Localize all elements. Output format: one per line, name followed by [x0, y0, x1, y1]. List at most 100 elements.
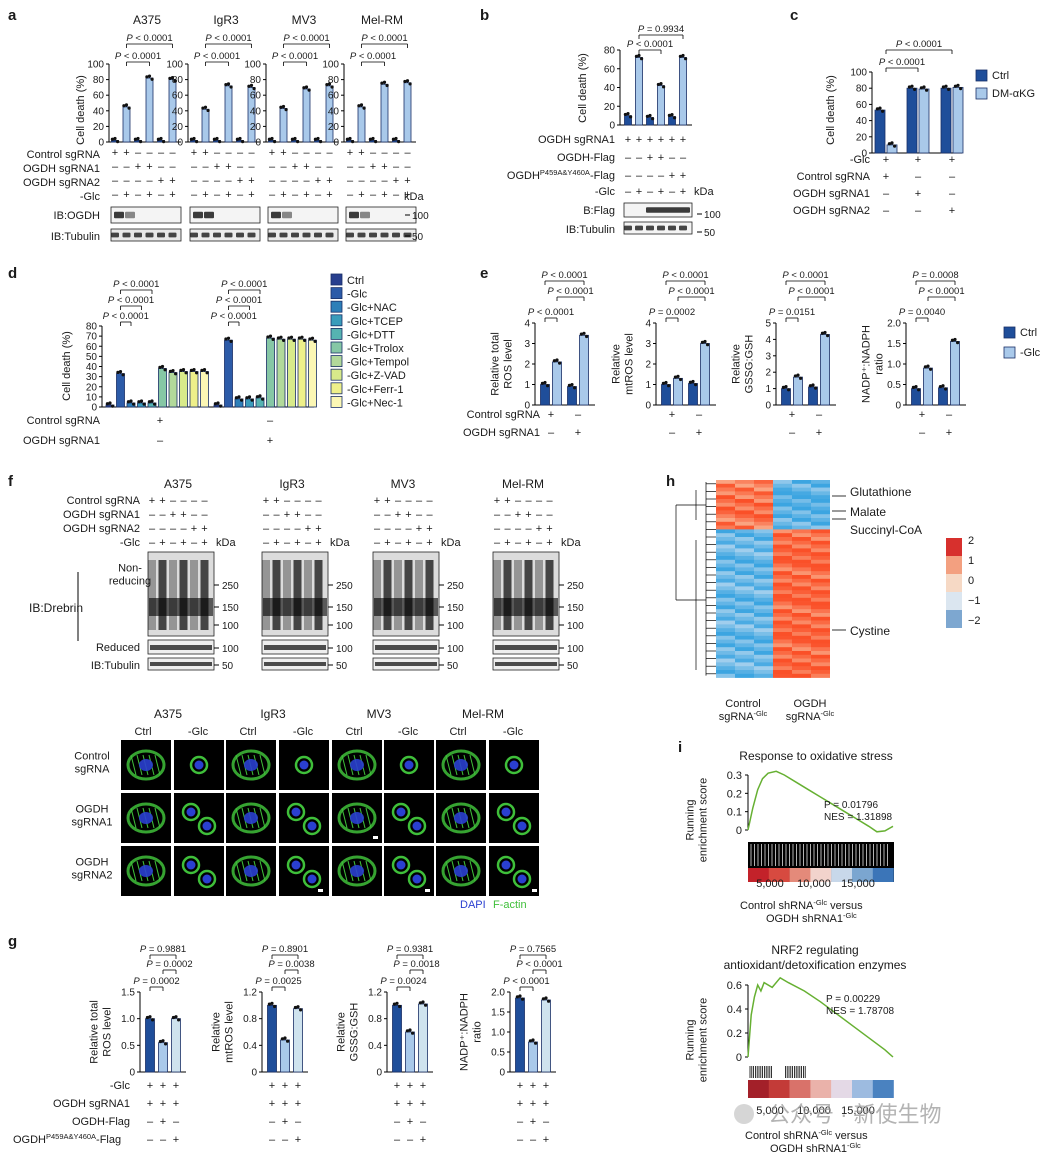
sign: –: [416, 537, 423, 549]
data-point: [938, 384, 943, 389]
actin-ring: [399, 755, 419, 775]
data-point: [421, 1000, 425, 1004]
band: [114, 211, 124, 219]
heatmap-cell: [735, 518, 754, 523]
sign: –: [149, 509, 156, 521]
data-point: [359, 103, 364, 107]
heatmap-cell: [773, 651, 792, 656]
heatmap-cell: [754, 518, 773, 523]
heatmap-cell: [754, 624, 773, 629]
data-point: [161, 1039, 165, 1043]
data-point: [629, 115, 633, 119]
condition-label: -Glc: [503, 726, 524, 738]
heatmap-cell: [811, 670, 830, 675]
tick-label: 100: [322, 60, 339, 71]
sign: –: [263, 509, 270, 521]
heatmap-cell: [735, 556, 754, 561]
actin-ring: [504, 755, 524, 775]
smear-lane: [200, 560, 209, 630]
data-point: [121, 373, 125, 377]
heatmap-cell: [811, 666, 830, 671]
sign: +: [303, 161, 309, 173]
tick-label: 3: [524, 339, 530, 350]
heatmap-cell: [716, 624, 735, 629]
cell-line-title: MV3: [292, 13, 317, 27]
legend-swatch: [330, 327, 343, 340]
sign: –: [395, 537, 402, 549]
actin-fiber: [365, 807, 372, 829]
band: [264, 645, 326, 650]
panel-label-g: g: [8, 933, 17, 950]
data-point: [174, 1015, 178, 1019]
heatmap-cell: [811, 575, 830, 580]
heatmap-cell: [773, 529, 792, 534]
sign: –: [883, 188, 890, 200]
ib-label: IB:Tubulin: [51, 231, 100, 243]
data-point: [139, 140, 143, 144]
tick-label: 100: [166, 60, 183, 71]
bar-d: [287, 338, 296, 408]
legend-label: -Glc+TCEP: [347, 316, 403, 328]
row-label: Control sgRNA: [27, 149, 101, 161]
heatmap-cell: [735, 658, 754, 663]
sign: +: [305, 523, 311, 535]
heatmap-cell: [716, 510, 735, 515]
sign: –: [647, 186, 654, 198]
heatmap-cell: [735, 666, 754, 671]
rank-bar: [852, 868, 873, 882]
sign: –: [170, 537, 177, 549]
heatmap-cell: [773, 624, 792, 629]
nucleus: [350, 759, 364, 771]
p-value: P < 0.0001: [221, 279, 267, 290]
tick-label: 70: [86, 332, 98, 343]
heatmap-cell: [735, 521, 754, 526]
data-point: [124, 103, 129, 107]
sign: +: [384, 537, 390, 549]
heatmap-cell: [754, 654, 773, 659]
heatmap-cell: [754, 556, 773, 561]
sign: –: [315, 161, 322, 173]
tick-label: 2.0: [887, 319, 901, 330]
p-value: P < 0.0001: [503, 976, 549, 987]
x-tick-label: 10,000: [797, 1105, 831, 1117]
heatmap-cell: [792, 510, 811, 515]
data-point: [944, 387, 948, 391]
data-point: [552, 359, 557, 363]
mw-marker: 150: [447, 603, 464, 614]
heatmap-cell: [811, 540, 830, 545]
sign: –: [158, 147, 165, 159]
heatmap-cell: [754, 620, 773, 625]
data-point: [163, 368, 167, 372]
data-point: [793, 374, 798, 378]
heatmap-cell: [716, 483, 735, 488]
sign: +: [112, 147, 118, 159]
sign: +: [191, 147, 197, 159]
data-point: [268, 334, 273, 338]
sign: +: [248, 189, 254, 201]
heatmap-cell: [773, 654, 792, 659]
sign: +: [202, 147, 208, 159]
heatmap-cell: [716, 540, 735, 545]
sign: –: [269, 1116, 276, 1128]
data-point: [202, 367, 207, 372]
heatmap-cell: [754, 613, 773, 618]
x-tick-label: 5,000: [756, 878, 784, 890]
enrichment-line: [747, 770, 894, 833]
data-point: [205, 371, 209, 375]
heatmap-cell: [716, 616, 735, 621]
sign: –: [146, 147, 153, 159]
data-point: [147, 74, 152, 78]
x-tick-label: 15,000: [841, 878, 875, 890]
smear-lane: [394, 560, 402, 630]
data-point: [330, 85, 334, 89]
band: [264, 662, 326, 666]
data-point: [192, 136, 196, 141]
x-tick-label: 10,000: [797, 878, 831, 890]
heatmap-cell: [792, 571, 811, 576]
heatmap-cell: [792, 502, 811, 507]
mw-marker: 100: [447, 644, 464, 655]
data-point: [289, 335, 294, 339]
sign: –: [149, 537, 156, 549]
actin-fiber: [235, 807, 242, 829]
